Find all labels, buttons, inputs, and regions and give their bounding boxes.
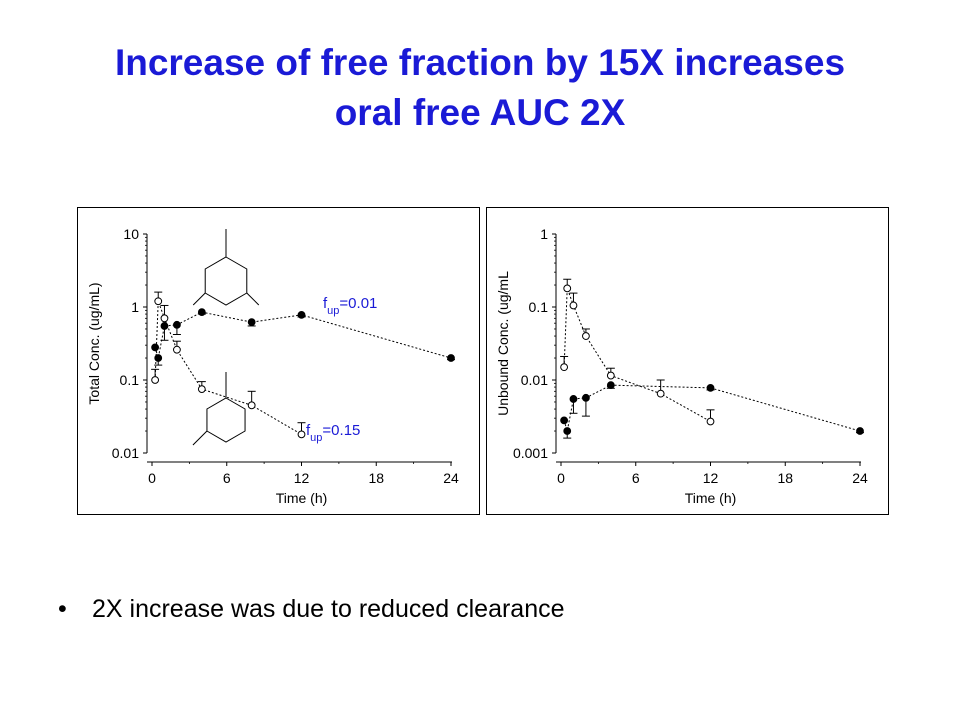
x-tick-label: 0 — [557, 470, 565, 486]
y-axis-label: Total Conc. (ug/mL) — [86, 282, 102, 404]
benzene-ring-icon — [206, 397, 246, 443]
data-point-open — [560, 363, 569, 372]
y-axis-label: Unbound Conc. (ug/mL — [495, 271, 511, 416]
data-point-open — [247, 401, 256, 410]
data-point-filled — [297, 310, 306, 319]
data-point-filled — [569, 395, 578, 403]
x-axis-label: Time (h) — [276, 490, 328, 506]
y-tick-label: 0.1 — [120, 372, 140, 388]
x-tick-label: 24 — [443, 470, 459, 486]
y-tick-label: 1 — [131, 299, 139, 315]
x-tick-label: 12 — [703, 470, 719, 486]
x-tick-label: 6 — [632, 470, 640, 486]
y-tick-label: 0.001 — [513, 445, 548, 461]
series-line-filled — [154, 311, 452, 359]
fup-annotation-open: fup=0.15 — [306, 422, 360, 444]
x-tick-label: 24 — [852, 470, 868, 486]
data-point-filled — [563, 427, 572, 435]
bullet-dot-icon: • — [58, 595, 67, 623]
data-point-open — [173, 345, 181, 354]
chemical-structure-icon — [192, 229, 260, 446]
x-axis-label: Time (h) — [685, 490, 737, 506]
total-conc-chart: 10 1 0.1 0.01 0 6 12 18 24 Time (h) Total Conc. (u… — [86, 226, 459, 506]
data-point-filled — [560, 416, 569, 425]
data-point-filled — [606, 381, 615, 390]
data-point-filled — [160, 322, 169, 330]
slide-title-line2: oral free AUC 2X — [334, 92, 626, 133]
data-point-filled — [154, 354, 163, 362]
bullet-text: 2X increase was due to reduced clearance — [92, 595, 565, 623]
data-point-open — [656, 389, 665, 398]
data-point-filled — [173, 320, 181, 329]
x-tick-label: 6 — [223, 470, 231, 486]
bond-line — [192, 430, 208, 446]
y-tick-label: 0.01 — [112, 445, 139, 461]
data-point-open — [151, 376, 160, 384]
y-tick-label: 0.01 — [521, 372, 548, 388]
x-tick-label: 12 — [294, 470, 310, 486]
x-tick-label: 0 — [148, 470, 156, 486]
bond-line — [246, 292, 260, 306]
data-point-filled — [151, 343, 160, 352]
y-tick-label: 10 — [123, 226, 139, 242]
data-point-filled — [582, 393, 590, 402]
data-point-open — [569, 301, 578, 310]
bond-line — [192, 292, 206, 306]
data-point-open — [297, 430, 306, 439]
bullet-item: • 2X increase was due to reduced clearanc… — [58, 595, 565, 624]
unbound-conc-chart: 1 0.1 0.01 0.001 0 6 12 18 24 Time (h) Unbound Con… — [495, 226, 868, 506]
fup-annotation-filled: fup=0.01 — [323, 295, 377, 317]
data-point-filled — [447, 354, 455, 362]
slide-title: Increase of free fraction by 15X increas… — [0, 38, 960, 138]
y-tick-label: 0.1 — [529, 299, 549, 315]
data-point-open — [606, 371, 615, 380]
data-point-open — [197, 385, 206, 394]
data-point-open — [160, 314, 169, 323]
total-conc-chart-panel: 10 1 0.1 0.01 0 6 12 18 24 Time (h) Total Conc. (u… — [77, 207, 480, 515]
unbound-conc-chart-panel: 1 0.1 0.01 0.001 0 6 12 18 24 Time (h) Unbound Con… — [486, 207, 889, 515]
x-tick-label: 18 — [368, 470, 384, 486]
data-point-filled — [856, 427, 864, 435]
y-tick-label: 1 — [540, 226, 548, 242]
data-point-filled — [247, 318, 256, 327]
data-point-filled — [706, 383, 715, 392]
x-tick-label: 18 — [777, 470, 793, 486]
data-point-open — [706, 417, 715, 426]
benzene-ring-icon — [204, 256, 248, 306]
data-point-filled — [197, 308, 206, 317]
slide-title-line1: Increase of free fraction by 15X increas… — [114, 42, 846, 83]
data-point-open — [582, 332, 590, 340]
data-point-open — [154, 297, 163, 306]
data-point-open — [563, 284, 572, 293]
